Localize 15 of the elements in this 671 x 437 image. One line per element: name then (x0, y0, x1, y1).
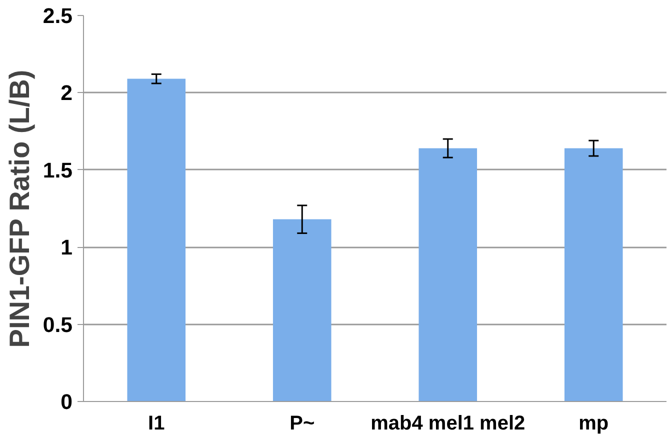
x-tick-label: mp (578, 412, 609, 434)
bar (127, 78, 186, 402)
y-tick-label: 2 (60, 81, 73, 106)
y-tick-label: 1 (60, 236, 73, 260)
y-tick-label: 2.5 (42, 4, 73, 28)
y-tick-label: 0.5 (42, 312, 73, 337)
bar (418, 148, 478, 402)
x-tick-label: P~ (290, 412, 315, 434)
x-tick-label: I1 (148, 412, 165, 434)
y-tick-label: 0 (60, 390, 73, 414)
bar (272, 219, 332, 402)
y-tick-label: 1.5 (42, 158, 73, 182)
bar (564, 148, 623, 402)
y-axis-title: PIN1-GFP Ratio (L/B) (4, 70, 35, 348)
x-tick-label: mab4 mel1 mel2 (370, 412, 526, 434)
